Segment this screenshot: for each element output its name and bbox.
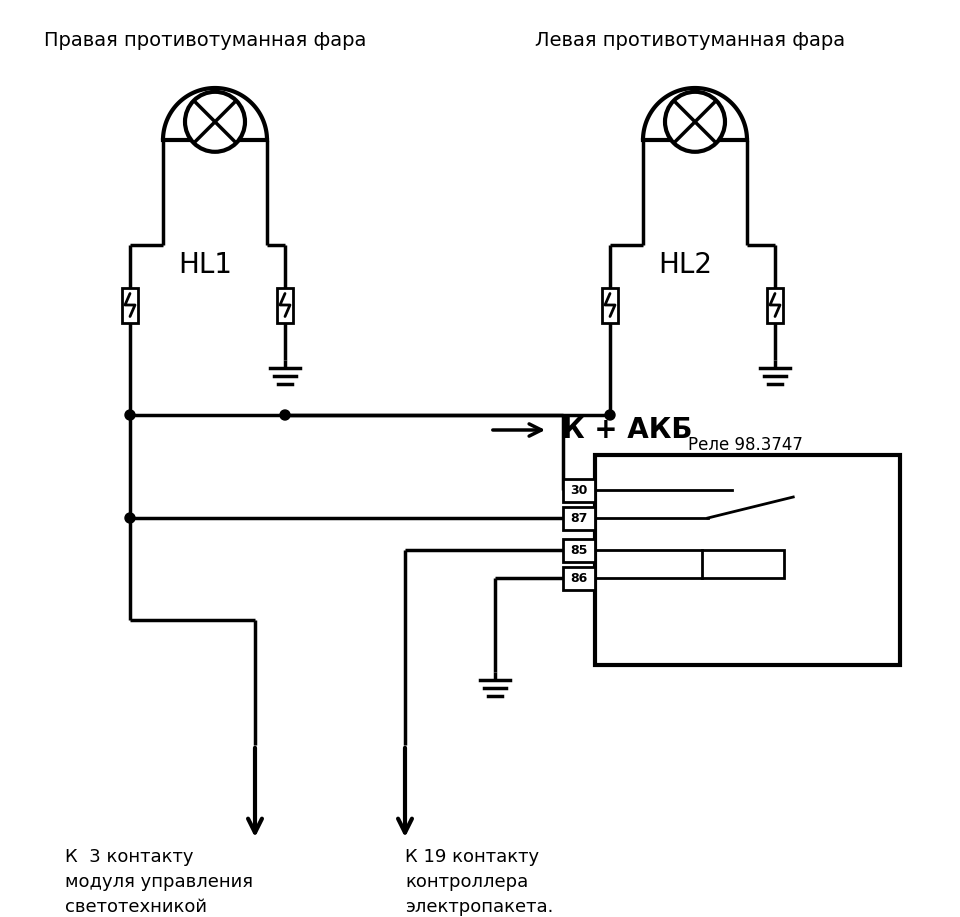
Bar — [767, 288, 783, 323]
Text: HL2: HL2 — [658, 251, 712, 279]
Text: 87: 87 — [570, 512, 588, 525]
Text: Реле 98.3747: Реле 98.3747 — [687, 436, 803, 454]
Text: Правая противотуманная фара: Правая противотуманная фара — [44, 30, 366, 50]
Circle shape — [125, 513, 135, 523]
Text: Левая противотуманная фара: Левая противотуманная фара — [535, 30, 845, 50]
Bar — [563, 506, 595, 529]
Text: HL1: HL1 — [178, 251, 232, 279]
Text: 86: 86 — [570, 571, 588, 584]
Circle shape — [185, 92, 245, 152]
Text: К + АКБ: К + АКБ — [562, 416, 692, 444]
Text: К  3 контакту
модуля управления
светотехникой: К 3 контакту модуля управления светотехн… — [65, 848, 253, 916]
Bar — [702, 550, 784, 578]
Bar — [563, 479, 595, 502]
Bar — [563, 567, 595, 590]
Bar — [595, 455, 900, 665]
Circle shape — [125, 410, 135, 420]
Text: 30: 30 — [570, 483, 588, 496]
Bar — [122, 288, 138, 323]
Bar — [602, 288, 618, 323]
Circle shape — [280, 410, 290, 420]
Text: 85: 85 — [570, 544, 588, 557]
Circle shape — [665, 92, 725, 152]
Bar — [563, 538, 595, 561]
Text: К 19 контакту
контроллера
электропакета.: К 19 контакту контроллера электропакета. — [405, 848, 553, 916]
Circle shape — [605, 410, 615, 420]
Bar — [277, 288, 293, 323]
